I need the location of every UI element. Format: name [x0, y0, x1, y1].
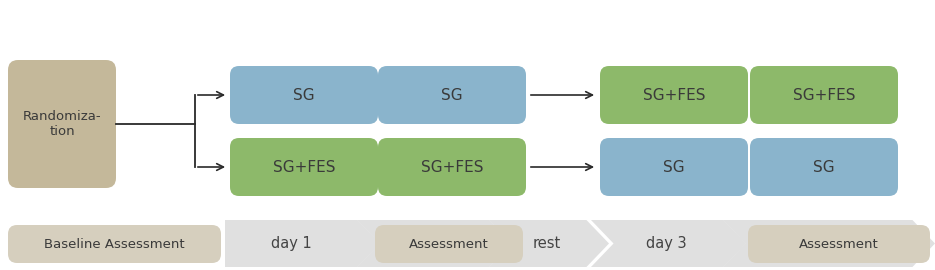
Polygon shape [225, 220, 380, 267]
FancyBboxPatch shape [378, 66, 526, 124]
Text: day 3: day 3 [646, 236, 686, 251]
Text: SG: SG [441, 87, 463, 103]
FancyBboxPatch shape [600, 66, 748, 124]
FancyBboxPatch shape [8, 60, 116, 188]
Text: SG+FES: SG+FES [793, 87, 856, 103]
Text: Assessment: Assessment [799, 238, 879, 251]
Text: Randomiza-
tion: Randomiza- tion [22, 110, 101, 138]
Text: rest: rest [533, 236, 561, 251]
Polygon shape [489, 220, 609, 267]
FancyBboxPatch shape [750, 138, 898, 196]
Text: day 4: day 4 [806, 236, 847, 251]
Text: SG+FES: SG+FES [642, 87, 705, 103]
FancyBboxPatch shape [375, 225, 523, 263]
Text: SG+FES: SG+FES [273, 160, 336, 174]
Text: day 2: day 2 [411, 236, 453, 251]
FancyBboxPatch shape [600, 138, 748, 196]
Text: SG: SG [294, 87, 315, 103]
Polygon shape [357, 220, 512, 267]
Text: SG+FES: SG+FES [421, 160, 483, 174]
Text: Assessment: Assessment [410, 238, 489, 251]
FancyBboxPatch shape [8, 225, 221, 263]
Text: SG: SG [813, 160, 835, 174]
FancyBboxPatch shape [750, 66, 898, 124]
FancyBboxPatch shape [378, 138, 526, 196]
Polygon shape [723, 220, 935, 267]
FancyBboxPatch shape [230, 66, 378, 124]
Text: day 1: day 1 [271, 236, 311, 251]
FancyBboxPatch shape [748, 225, 930, 263]
FancyBboxPatch shape [230, 138, 378, 196]
Text: Baseline Assessment: Baseline Assessment [44, 238, 185, 251]
Text: SG: SG [663, 160, 684, 174]
Polygon shape [591, 220, 746, 267]
